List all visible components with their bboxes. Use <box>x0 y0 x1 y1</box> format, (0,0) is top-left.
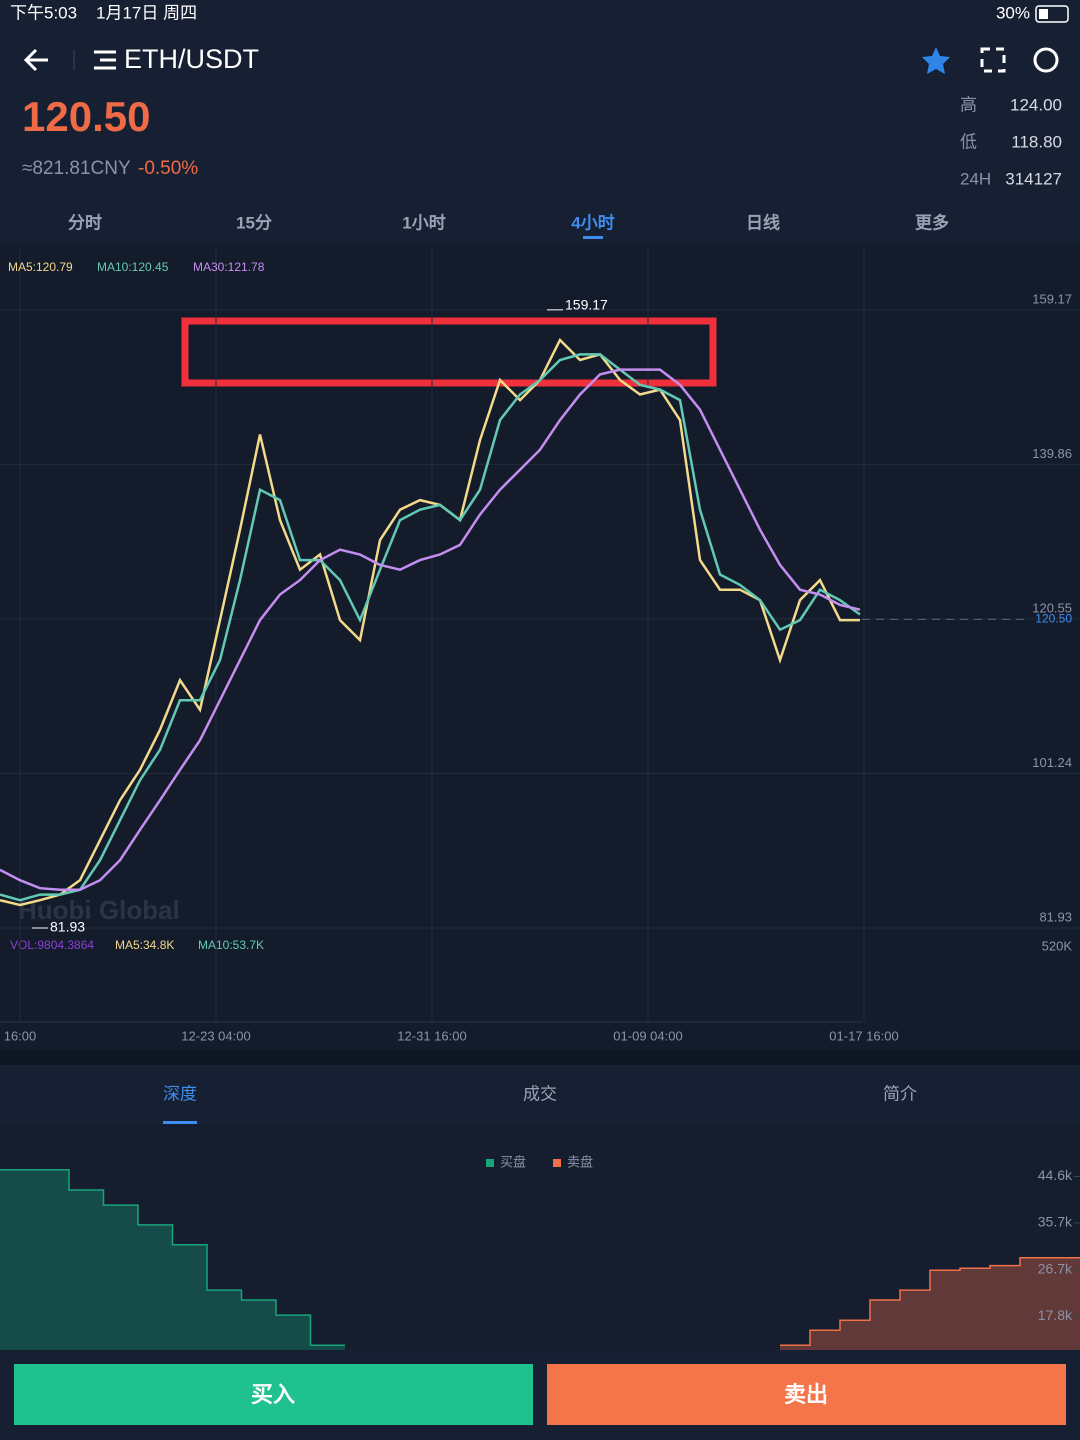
stat-value: 124.00 <box>1010 95 1062 114</box>
stat-value: 118.80 <box>1011 132 1062 151</box>
vol-axis: 520K <box>1042 938 1073 953</box>
bottom-tab[interactable]: 成交 <box>523 1084 557 1103</box>
battery: 30% <box>996 3 1030 22</box>
tab[interactable]: 更多 <box>915 212 949 232</box>
tab-indicator <box>583 236 603 239</box>
bottom-tab-indicator <box>163 1121 197 1124</box>
ma-line <box>0 353 861 902</box>
high-label: 159.17 <box>565 297 608 313</box>
tab[interactable]: 15分 <box>236 213 272 232</box>
stat-value: 314127 <box>1005 169 1062 188</box>
sell-button[interactable] <box>547 1364 1066 1425</box>
tab[interactable]: 1小时 <box>402 213 445 232</box>
last-price-label: 120.50 <box>1035 612 1072 626</box>
y-tick-label: 139.86 <box>1032 446 1072 461</box>
status-time: 下午5:03 <box>10 3 77 22</box>
legend-swatch <box>486 1159 494 1167</box>
price: 120.50 <box>22 93 150 140</box>
legend-entry: MA5:120.79 <box>8 260 73 274</box>
tab[interactable]: 4小时 <box>571 213 614 232</box>
cny: ≈821.81CNY <box>22 158 131 179</box>
back-button[interactable] <box>23 48 48 72</box>
depth-area <box>0 1169 345 1350</box>
tab[interactable]: 日线 <box>746 212 780 232</box>
divider <box>0 1050 1080 1065</box>
depth-line <box>780 1257 1080 1347</box>
y-tick-label: 159.17 <box>1032 291 1072 306</box>
refresh[interactable] <box>1033 47 1059 73</box>
stat-label: 高 <box>960 95 977 114</box>
legend-entry: MA30:121.78 <box>193 260 265 274</box>
legend-entry: 卖盘 <box>567 1154 593 1169</box>
y-tick-label: 101.24 <box>1032 755 1072 770</box>
buy-button[interactable] <box>14 1364 533 1425</box>
depth-line <box>0 1168 345 1347</box>
vol-ma10: MA10:53.7K <box>198 938 264 952</box>
x-tick-label: 01-09 04:00 <box>613 1028 682 1043</box>
tab[interactable]: 分时 <box>68 213 102 232</box>
y-tick-label: 35.7k <box>1038 1214 1073 1230</box>
bottom-tabs-bg <box>0 1065 1080 1125</box>
ma-line <box>0 337 860 907</box>
vol-ma5: MA5:34.8K <box>115 938 174 952</box>
vol-label: VOL:9804.3864 <box>10 938 94 952</box>
bottom-tab[interactable]: 深度 <box>163 1084 197 1103</box>
menu-icon[interactable] <box>94 50 116 70</box>
y-tick-label: 120.55 <box>1032 600 1072 615</box>
ma-line <box>0 368 861 892</box>
highlight-box <box>181 317 717 387</box>
header-bg <box>0 0 1080 245</box>
sell-label: 卖出 <box>784 1382 828 1407</box>
battery-icon <box>1035 5 1069 23</box>
x-tick-label: 12-23 04:00 <box>181 1028 250 1043</box>
buy-label: 买入 <box>251 1382 295 1407</box>
low-label: 81.93 <box>50 919 85 935</box>
depth-area <box>780 1257 1080 1350</box>
x-tick-label: 01-17 16:00 <box>829 1028 898 1043</box>
legend-entry: 买盘 <box>500 1154 526 1169</box>
legend-swatch <box>553 1159 561 1167</box>
stat-label: 24H <box>960 169 991 188</box>
legend-entry: MA10:120.45 <box>97 260 169 274</box>
favorite[interactable] <box>922 47 950 74</box>
x-tick-label: 12-31 16:00 <box>397 1028 466 1043</box>
y-tick-label: 44.6k <box>1038 1167 1073 1183</box>
y-tick-label: 81.93 <box>1039 909 1072 924</box>
chart-bg <box>0 245 1080 1050</box>
y-tick-label: 26.7k <box>1038 1260 1073 1276</box>
battery-level <box>1039 9 1048 19</box>
bottom-tab[interactable]: 简介 <box>883 1084 917 1103</box>
stat-label: 低 <box>960 132 977 151</box>
fullscreen[interactable] <box>980 47 1006 73</box>
status-date: 1月17日 周四 <box>96 3 197 22</box>
y-tick-label: 17.8k <box>1038 1307 1073 1323</box>
pair-title: ETH/USDT <box>124 44 259 74</box>
change: -0.50% <box>138 158 198 179</box>
x-tick-label: 16:00 <box>4 1028 37 1043</box>
